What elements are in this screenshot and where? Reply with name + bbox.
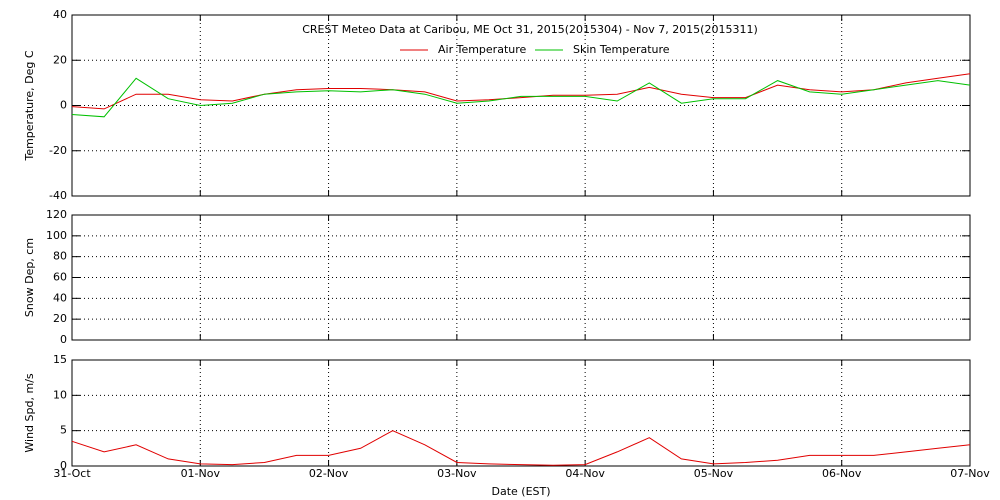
y-axis-label: Wind Spd, m/s <box>23 373 36 453</box>
y-tick-label: 5 <box>60 424 67 437</box>
chart-title: CREST Meteo Data at Caribou, ME Oct 31, … <box>302 23 758 36</box>
y-tick-label: 20 <box>53 53 67 66</box>
x-tick-label: 06-Nov <box>822 467 862 480</box>
y-tick-label: 0 <box>60 333 67 346</box>
legend-label: Air Temperature <box>438 43 527 56</box>
x-tick-label: 05-Nov <box>694 467 734 480</box>
y-tick-label: -20 <box>49 144 67 157</box>
x-tick-label: 04-Nov <box>565 467 605 480</box>
y-tick-label: 40 <box>53 291 67 304</box>
data-line <box>71 73 971 110</box>
y-tick-label: 0 <box>60 99 67 112</box>
x-tick-label: 07-Nov <box>950 467 990 480</box>
y-tick-label: 80 <box>53 250 67 263</box>
y-tick-label: -40 <box>49 189 67 202</box>
x-tick-label: 02-Nov <box>309 467 349 480</box>
plot-frame <box>71 14 971 197</box>
plot-frame <box>71 214 971 341</box>
y-axis-label: Snow Dep, cm <box>23 238 36 317</box>
x-axis-label: Date (EST) <box>491 485 550 498</box>
x-tick-label: 03-Nov <box>437 467 477 480</box>
x-tick-label: 31-Oct <box>53 467 91 480</box>
y-tick-label: 10 <box>53 388 67 401</box>
x-tick-label: 01-Nov <box>181 467 221 480</box>
y-tick-label: 100 <box>46 229 67 242</box>
y-tick-label: 0 <box>60 459 67 472</box>
y-tick-label: 20 <box>53 312 67 325</box>
data-line <box>71 430 971 466</box>
legend-label: Skin Temperature <box>573 43 670 56</box>
y-tick-label: 15 <box>53 353 67 366</box>
y-tick-label: 60 <box>53 271 67 284</box>
plot-frame <box>71 359 971 467</box>
y-tick-label: 40 <box>53 8 67 21</box>
y-tick-label: 120 <box>46 208 67 221</box>
data-line <box>71 77 971 118</box>
y-axis-label: Temperature, Deg C <box>23 50 36 161</box>
